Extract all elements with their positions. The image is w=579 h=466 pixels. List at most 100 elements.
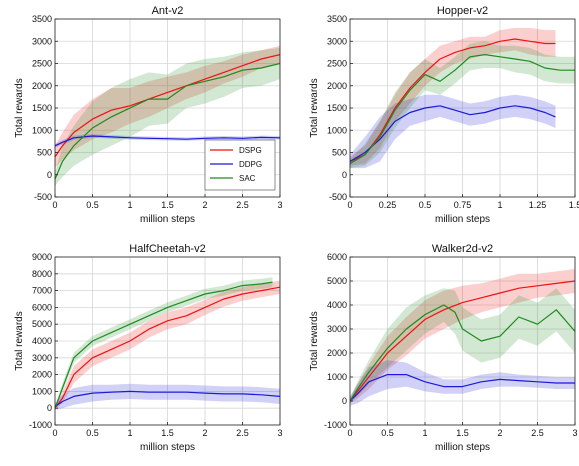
y-axis-label: Total rewards	[14, 78, 25, 137]
x-tick-label: 1	[127, 428, 132, 438]
x-tick-label: 1.5	[569, 200, 579, 210]
y-tick-label: 0	[47, 170, 52, 180]
y-tick-label: -1000	[324, 420, 347, 430]
x-tick-label: 2	[497, 428, 502, 438]
y-tick-label: 0	[342, 170, 347, 180]
band-dspg	[55, 280, 280, 410]
x-tick-label: 0	[52, 428, 57, 438]
line-ddpg	[55, 390, 280, 407]
chart-title: Ant-v2	[152, 5, 184, 17]
series-group	[55, 277, 280, 410]
legend-label-dspg: DSPG	[239, 146, 262, 155]
x-axis-label: million steps	[435, 214, 490, 225]
y-tick-label: 4000	[327, 300, 347, 310]
x-tick-label: 1	[497, 200, 502, 210]
band-sac	[55, 47, 280, 186]
x-tick-label: 1	[127, 200, 132, 210]
x-tick-label: 2.5	[531, 428, 544, 438]
x-tick-label: 0	[347, 200, 352, 210]
y-tick-label: 2000	[327, 81, 347, 91]
chart-title: Hopper-v2	[437, 5, 488, 17]
y-tick-label: 1000	[32, 125, 52, 135]
legend-box	[204, 139, 276, 191]
x-axis-label: million steps	[140, 214, 195, 225]
y-tick-label: 2000	[327, 348, 347, 358]
y-tick-label: 1500	[32, 103, 52, 113]
x-tick-label: 0	[347, 428, 352, 438]
x-tick-label: 0.5	[86, 200, 99, 210]
legend: DSPG DDPG SAC	[204, 139, 276, 191]
band-ddpg	[350, 94, 556, 169]
line-sac	[350, 53, 575, 165]
y-tick-label: 1000	[32, 386, 52, 396]
chart-title: Walker2d-v2	[432, 243, 493, 255]
y-tick-label: 1000	[327, 372, 347, 382]
line-dspg	[55, 54, 280, 158]
x-tick-label: 0.75	[454, 200, 472, 210]
y-tick-label: 1000	[327, 125, 347, 135]
y-tick-label: 5000	[327, 276, 347, 286]
x-axis-label: million steps	[140, 442, 195, 453]
legend-label-sac: SAC	[239, 174, 256, 183]
x-tick-label: 0.5	[381, 428, 394, 438]
band-ddpg	[350, 360, 575, 406]
series-group	[350, 27, 575, 169]
x-axis-label: million steps	[435, 442, 490, 453]
y-tick-label: 2000	[32, 370, 52, 380]
legend-label-ddpg: DDPG	[239, 160, 262, 169]
line-dspg	[350, 280, 575, 402]
y-tick-label: 6000	[32, 302, 52, 312]
y-tick-label: 6000	[327, 252, 347, 262]
x-tick-label: 1.5	[161, 428, 174, 438]
x-tick-label: 0	[52, 200, 57, 210]
y-tick-label: 2000	[32, 81, 52, 91]
y-tick-label: 7000	[32, 286, 52, 296]
band-dspg	[350, 269, 575, 404]
line-dspg	[55, 286, 280, 409]
x-tick-label: 3	[277, 200, 282, 210]
x-tick-label: 1.5	[161, 200, 174, 210]
line-ddpg	[350, 374, 575, 402]
x-tick-label: 0.5	[86, 428, 99, 438]
line-dspg	[350, 38, 556, 162]
y-tick-label: 3000	[32, 353, 52, 363]
y-tick-label: 500	[37, 148, 52, 158]
line-ddpg	[55, 135, 280, 147]
panel-halfcheetah-v2: 0 0.5 1 1.5 2 2.5 3-10000100020003000400050006…	[14, 243, 283, 453]
line-sac	[55, 62, 280, 180]
y-tick-label: -1000	[29, 420, 52, 430]
y-axis-label: Total rewards	[309, 78, 320, 137]
y-tick-label: -500	[34, 192, 52, 202]
series-group	[350, 269, 575, 406]
x-tick-label: 1	[422, 428, 427, 438]
y-tick-label: 5000	[32, 319, 52, 329]
x-tick-label: 0.25	[379, 200, 397, 210]
y-tick-label: 0	[47, 403, 52, 413]
y-tick-label: 4000	[32, 336, 52, 346]
y-axis-label: Total rewards	[14, 311, 25, 370]
x-tick-label: 2.5	[236, 428, 249, 438]
band-sac	[350, 41, 575, 169]
x-tick-label: 0.5	[419, 200, 432, 210]
x-tick-label: 3	[572, 428, 577, 438]
y-tick-label: 500	[332, 148, 347, 158]
y-tick-label: 2500	[327, 59, 347, 69]
y-tick-label: 3000	[327, 36, 347, 46]
line-sac	[350, 304, 575, 402]
y-tick-label: 0	[342, 396, 347, 406]
y-tick-label: 9000	[32, 252, 52, 262]
x-tick-label: 3	[277, 428, 282, 438]
x-tick-label: 1.25	[529, 200, 547, 210]
band-ddpg	[55, 383, 280, 410]
y-tick-label: -500	[329, 192, 347, 202]
y-tick-label: 1500	[327, 103, 347, 113]
x-tick-label: 1.5	[456, 428, 469, 438]
x-tick-label: 2.5	[236, 200, 249, 210]
panel-hopper-v2: 0 0.25 0.5 0.75 1 1.25 1.5-5000500100015002000…	[309, 5, 579, 225]
line-ddpg	[350, 105, 556, 162]
chart-title: HalfCheetah-v2	[129, 243, 205, 255]
y-axis-label: Total rewards	[309, 311, 320, 370]
y-tick-label: 3500	[327, 14, 347, 24]
line-sac	[55, 281, 273, 409]
